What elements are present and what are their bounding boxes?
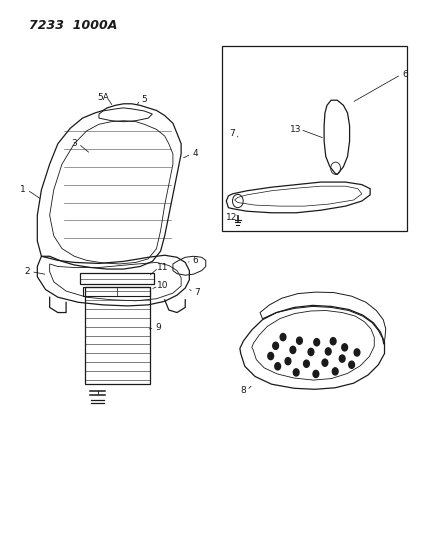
Text: 9: 9 <box>156 324 161 333</box>
Text: 5: 5 <box>141 95 147 104</box>
Text: 6: 6 <box>402 70 408 79</box>
Bar <box>85 287 150 384</box>
Circle shape <box>354 349 360 356</box>
Circle shape <box>330 337 336 345</box>
Text: 7233  1000A: 7233 1000A <box>29 19 117 31</box>
Circle shape <box>297 337 302 344</box>
Circle shape <box>280 334 286 341</box>
Circle shape <box>349 361 354 368</box>
Circle shape <box>273 342 279 350</box>
Circle shape <box>325 348 331 355</box>
Circle shape <box>339 355 345 362</box>
Text: 6: 6 <box>193 256 199 265</box>
Text: 3: 3 <box>71 139 77 148</box>
Text: 2: 2 <box>24 267 30 276</box>
Circle shape <box>314 338 320 346</box>
Circle shape <box>303 360 309 367</box>
Circle shape <box>308 349 314 356</box>
Bar <box>80 273 155 285</box>
Circle shape <box>342 344 348 351</box>
Bar <box>83 287 150 296</box>
Circle shape <box>332 368 338 375</box>
Text: 10: 10 <box>157 281 168 290</box>
Text: 11: 11 <box>157 263 168 272</box>
Text: 12: 12 <box>226 213 237 222</box>
Circle shape <box>293 369 299 376</box>
Circle shape <box>322 359 328 366</box>
Bar <box>222 46 407 231</box>
Text: 7: 7 <box>195 288 200 296</box>
Circle shape <box>268 352 273 360</box>
Circle shape <box>290 346 296 353</box>
Text: 13: 13 <box>291 125 302 134</box>
Text: 5A: 5A <box>97 93 109 102</box>
Text: 4: 4 <box>193 149 198 158</box>
Text: 8: 8 <box>240 386 246 395</box>
Text: 1: 1 <box>20 185 26 194</box>
Circle shape <box>285 358 291 365</box>
Circle shape <box>275 362 281 370</box>
Text: 7: 7 <box>229 129 235 138</box>
Circle shape <box>313 370 319 377</box>
